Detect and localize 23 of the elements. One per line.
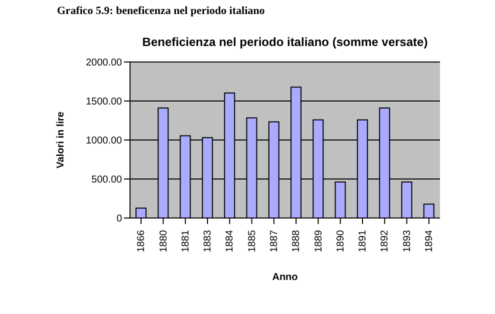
x-tick-label: 1885 [246,230,258,252]
x-tick-label: 1887 [269,230,280,252]
x-tick-label: 1892 [380,230,391,252]
y-axis-title: Valori in lire [56,111,67,168]
x-tick-label: 1890 [335,230,346,252]
x-tick-label: 1889 [313,230,324,252]
x-tick-label: 1891 [358,230,369,252]
x-tick-label: 1866 [136,230,148,252]
x-tick-label: 1883 [202,230,214,252]
x-tick-label: 1893 [402,230,413,252]
text: Grafico 5.9: beneficenza nel periodo italiano [57,5,265,17]
y-tick-label: 500.00 [91,174,122,186]
chart-title: Beneficienza nel periodo italiano (somme versate) [141,35,429,49]
x-tick-label: 1881 [180,230,192,252]
x-tick-label: 1884 [224,230,236,252]
y-tick-label: 1000.00 [86,136,122,147]
x-tick-label: 1888 [291,230,302,252]
x-tick-label: 1880 [158,230,170,252]
x-axis-title: Anno [272,272,298,283]
y-tick-label: 0 [116,214,122,225]
y-tick-label: 2000.00 [86,58,122,69]
y-tick-label: 1500.00 [86,96,122,108]
x-tick-label: 1894 [424,230,436,252]
